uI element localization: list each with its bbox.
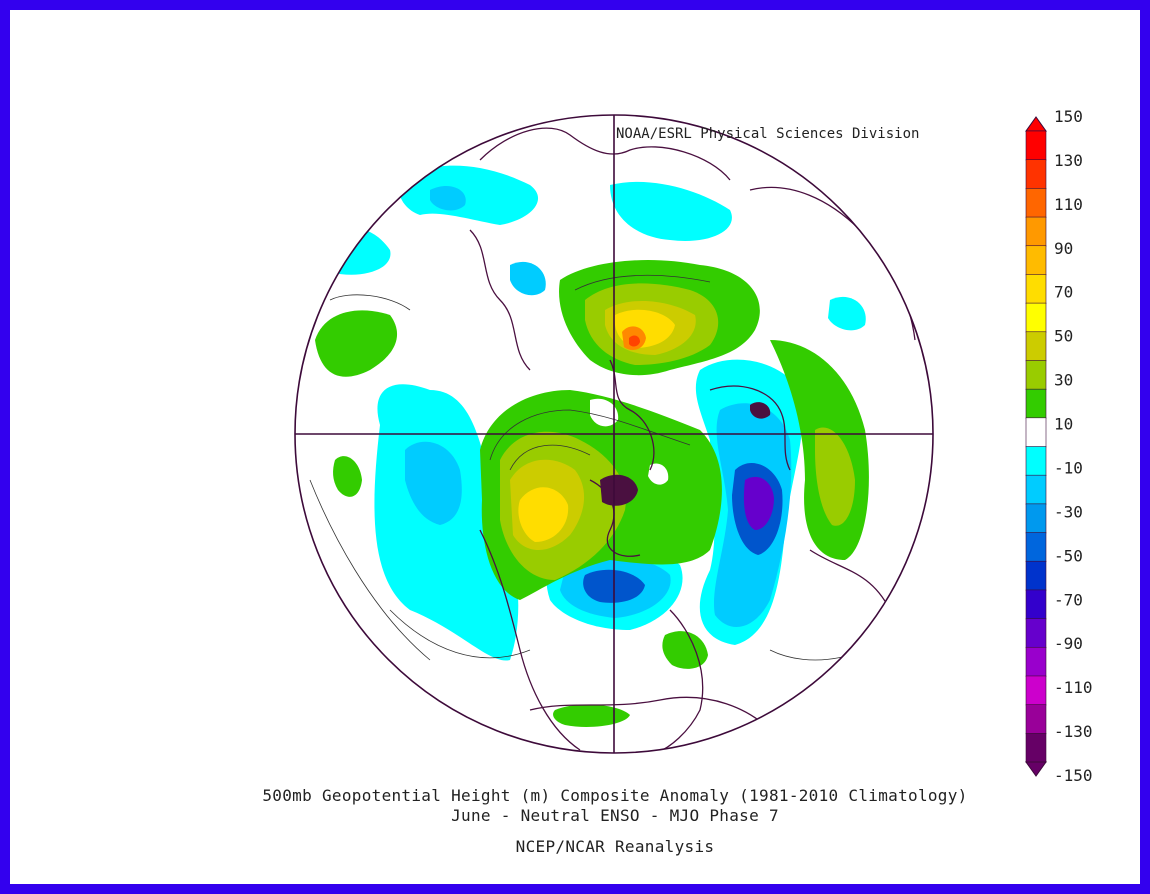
colorbar-swatch <box>1025 360 1047 390</box>
pos70-americas <box>518 487 569 542</box>
colorbar-label: -90 <box>1054 634 1083 653</box>
colorbar-swatch <box>1025 417 1047 448</box>
colorbar-swatch <box>1025 274 1047 304</box>
colorbar-label: -70 <box>1054 590 1083 609</box>
colorbar-swatch <box>1025 245 1047 276</box>
colorbar-label: -130 <box>1054 722 1093 741</box>
anomaly-fields <box>299 127 916 753</box>
colorbar-swatch <box>1025 188 1047 218</box>
colorbar-swatch <box>1025 704 1047 735</box>
colorbar-label: -10 <box>1054 458 1083 477</box>
near-zero-ring <box>590 398 619 427</box>
neg30-north <box>430 185 466 211</box>
colorbar-swatch <box>1025 388 1047 419</box>
colorbar-swatch <box>1025 302 1047 333</box>
colorbar-label: -150 <box>1054 766 1093 785</box>
colorbar-swatch <box>1025 532 1047 563</box>
colorbar-swatch <box>1025 474 1047 505</box>
neg110-pacific <box>743 476 774 530</box>
pos-region-small-west <box>333 456 362 497</box>
colorbar-swatch <box>1025 618 1047 649</box>
colorbar-label: -30 <box>1054 502 1083 521</box>
pos30-pacific-east <box>815 427 855 526</box>
neg-region-north <box>398 165 539 225</box>
colorbar-swatch <box>1025 560 1047 591</box>
neg-region-north-east <box>610 181 732 241</box>
colorbar-swatch <box>1025 646 1047 677</box>
colorbar-swatch <box>1025 130 1047 161</box>
neg-region-east-edge <box>828 296 866 331</box>
pos-region-gulf <box>662 631 708 669</box>
colorbar-label: 50 <box>1054 327 1073 346</box>
contour-lines <box>309 274 911 661</box>
colorbar-label: -50 <box>1054 546 1083 565</box>
pos-region-south <box>553 704 630 727</box>
caption-line-1: 500mb Geopotential Height (m) Composite … <box>262 786 968 805</box>
colorbar-label: 150 <box>1054 107 1083 126</box>
colorbar-label: 10 <box>1054 415 1073 434</box>
colorbar-swatch <box>1025 675 1047 706</box>
colorbar-swatch <box>1025 446 1047 476</box>
land-islands <box>600 402 771 506</box>
figure-frame: 150 130 110 90 70 50 30 10 -10 -30 -50 -70 -90 -110 -1… <box>10 10 1140 884</box>
pos-region-atlantic-west <box>315 310 398 377</box>
caption-line-3: NCEP/NCAR Reanalysis <box>515 837 715 856</box>
neg30-atlantic <box>405 441 462 525</box>
caption-line-2: June - Neutral ENSO - MJO Phase 7 <box>451 806 779 825</box>
colorbar-label: 70 <box>1054 283 1073 302</box>
colorbar-label: 30 <box>1054 371 1073 390</box>
pos130-siberia <box>629 335 640 347</box>
colorbar: 150 130 110 90 70 50 30 10 -10 -30 -50 -70 -90 -110 -1… <box>1025 107 1093 785</box>
colorbar-top-arrow <box>1025 116 1047 132</box>
colorbar-swatch <box>1025 733 1047 763</box>
neg30-scand <box>510 261 546 296</box>
colorbar-label: 90 <box>1054 239 1073 258</box>
credit-text: NOAA/ESRL Physical Sciences Division <box>616 126 920 142</box>
colorbar-swatch <box>1025 159 1047 190</box>
colorbar-label: 130 <box>1054 151 1083 170</box>
polar-map: 150 130 110 90 70 50 30 10 -10 -30 -50 -70 -90 -110 -1… <box>294 107 1093 785</box>
near-zero-pole <box>648 463 669 485</box>
colorbar-swatch <box>1025 589 1047 620</box>
colorbar-swatch <box>1025 331 1047 362</box>
colorbar-bottom-arrow <box>1025 761 1047 777</box>
colorbar-swatch <box>1025 216 1047 247</box>
colorbar-label: -110 <box>1054 678 1093 697</box>
colorbar-swatch <box>1025 503 1047 534</box>
colorbar-label: 110 <box>1054 195 1083 214</box>
